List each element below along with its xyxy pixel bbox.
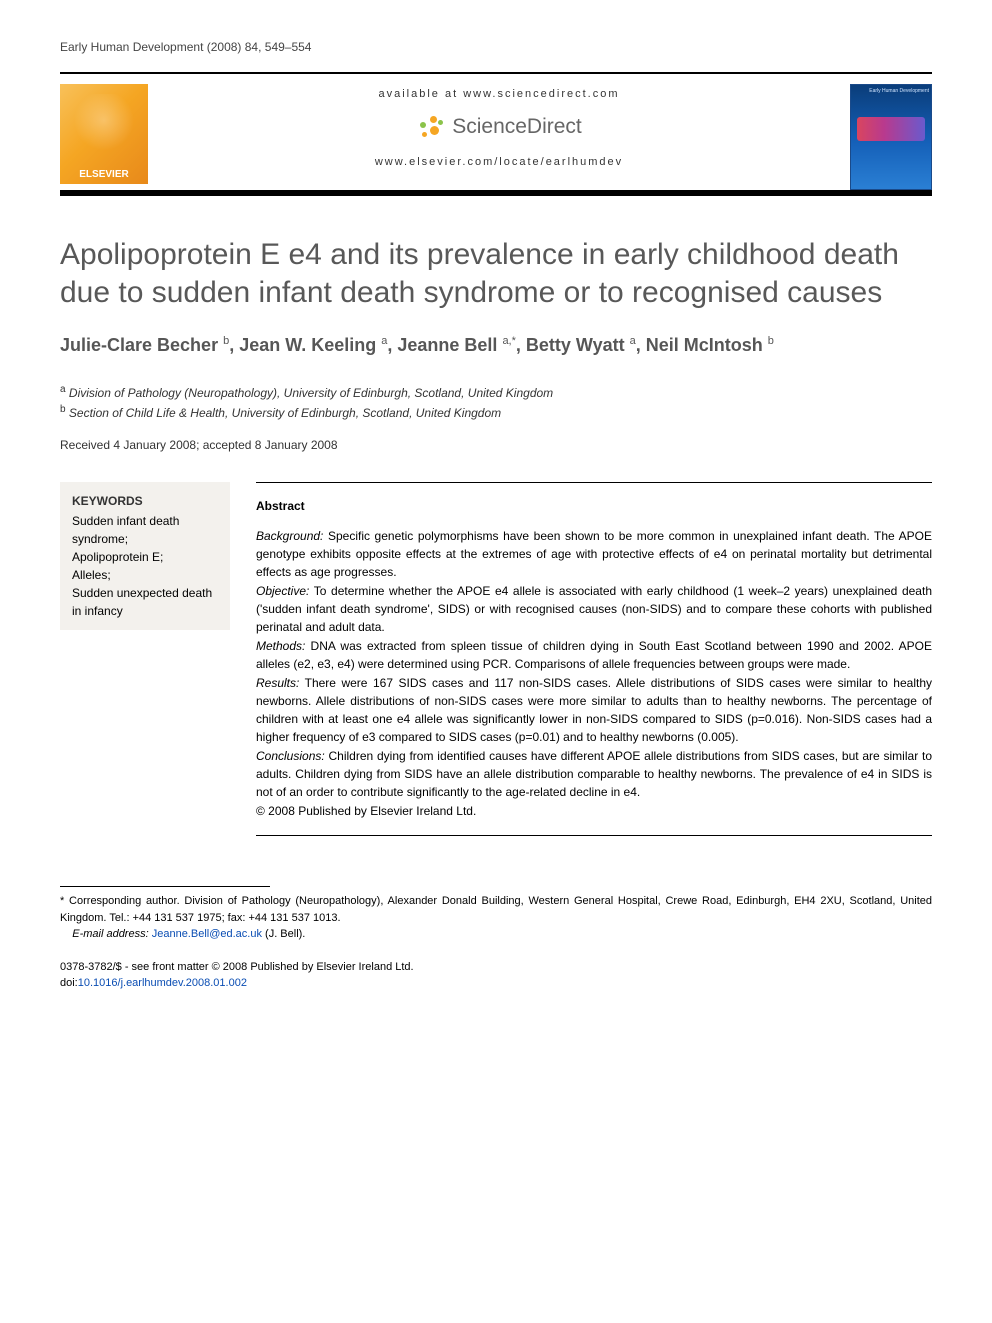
doi-label: doi: [60,977,78,989]
doi-line: doi:10.1016/j.earlhumdev.2008.01.002 [60,975,932,992]
email-line: E-mail address: Jeanne.Bell@ed.ac.uk (J.… [60,926,932,943]
journal-cover-title: Early Human Development [869,89,929,95]
elsevier-logo-label: ELSEVIER [79,169,128,180]
header-center: available at www.sciencedirect.com Scien… [162,84,836,178]
abstract-copyright: © 2008 Published by Elsevier Ireland Ltd… [256,802,932,820]
corresponding-author-note: * Corresponding author. Division of Path… [60,893,932,926]
front-matter-line: 0378-3782/$ - see front matter © 2008 Pu… [60,959,932,976]
affiliations: a Division of Pathology (Neuropathology)… [60,382,932,422]
article-title: Apolipoprotein E e4 and its prevalence i… [60,236,932,311]
elsevier-logo: ELSEVIER [60,84,148,184]
abstract-heading: Abstract [256,497,932,515]
abstract-container: KEYWORDS Sudden infant death syndrome;Ap… [60,482,932,836]
copyright-block: 0378-3782/$ - see front matter © 2008 Pu… [60,959,932,992]
abstract-body: Background: Specific genetic polymorphis… [256,527,932,801]
sciencedirect-logo: ScienceDirect [416,114,582,140]
journal-cover-image [857,117,925,141]
keywords-heading: KEYWORDS [72,492,218,510]
journal-cover-thumbnail: Early Human Development [850,84,932,190]
sciencedirect-icon [416,114,446,140]
email-suffix: (J. Bell). [265,928,305,940]
footnote-separator [60,886,270,887]
footnotes: * Corresponding author. Division of Path… [60,893,932,943]
keywords-box: KEYWORDS Sudden infant death syndrome;Ap… [60,482,230,630]
locate-url: www.elsevier.com/locate/earlhumdev [162,156,836,168]
article-dates: Received 4 January 2008; accepted 8 Janu… [60,438,932,452]
author-list: Julie-Clare Becher b, Jean W. Keeling a,… [60,333,932,358]
doi-link[interactable]: 10.1016/j.earlhumdev.2008.01.002 [78,977,247,989]
journal-header: ELSEVIER available at www.sciencedirect.… [60,72,932,196]
available-at-text: available at www.sciencedirect.com [162,88,836,100]
abstract-box: Abstract Background: Specific genetic po… [256,482,932,836]
email-link[interactable]: Jeanne.Bell@ed.ac.uk [152,928,262,940]
running-head: Early Human Development (2008) 84, 549–5… [60,40,932,54]
email-label: E-mail address: [72,928,148,940]
sciencedirect-label: ScienceDirect [452,115,582,139]
keywords-list: Sudden infant death syndrome;Apolipoprot… [72,512,218,620]
